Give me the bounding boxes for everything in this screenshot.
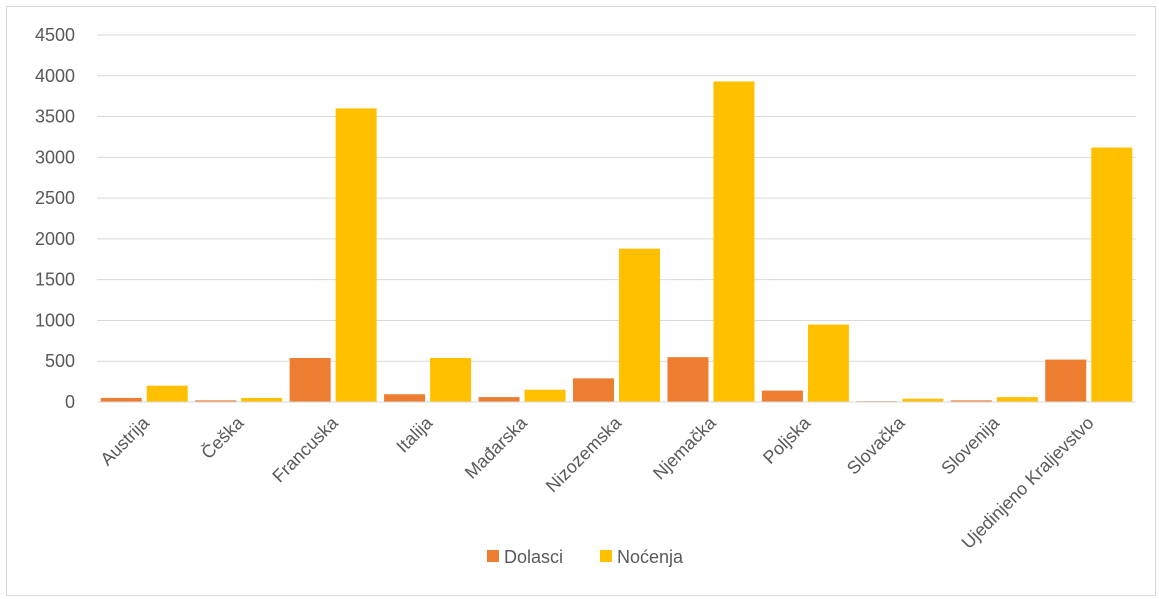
bar-noenja-10	[1091, 147, 1133, 402]
bar-noenja-9	[996, 397, 1038, 402]
x-tick-label: Češka	[197, 411, 249, 463]
bar-dolasci-5	[573, 378, 614, 402]
x-tick-label: Poljska	[759, 412, 815, 468]
bar-dolasci-1	[195, 400, 237, 402]
chart-area	[6, 6, 1156, 596]
x-tick-label: Njemačka	[649, 412, 720, 483]
bar-dolasci-10	[1045, 359, 1087, 402]
y-tick-label: 1500	[35, 270, 75, 290]
bar-dolasci-9	[950, 400, 992, 402]
y-tick-label: 2000	[35, 229, 75, 249]
bar-noenja-1	[241, 397, 283, 402]
bar-noenja-6	[713, 81, 755, 402]
bar-dolasci-0	[100, 397, 142, 402]
x-tick-label: Mađarska	[461, 412, 532, 483]
x-tick-label: Slovenija	[937, 412, 1003, 478]
y-tick-label: 3000	[35, 147, 75, 167]
legend-swatch-noenja	[600, 550, 612, 562]
x-tick-label: Slovačka	[843, 412, 909, 478]
legend-label: Noćenja	[617, 547, 684, 567]
legend: Dolasci Noćenja	[487, 547, 684, 567]
bar-noenja-8	[902, 398, 944, 402]
bar-dolasci-3	[384, 394, 426, 402]
x-axis-tick-labels: Austrija Češka Francuska Italija Mađarska Niz…	[96, 411, 1097, 552]
x-tick-label: Austrija	[96, 412, 153, 469]
bar-noenja-4	[524, 389, 566, 402]
x-tick-label: Italija	[393, 412, 438, 457]
x-tick-label: Nizozemska	[542, 412, 626, 496]
bar-noenja-5	[619, 248, 660, 402]
y-tick-label: 1000	[35, 310, 75, 330]
bar-dolasci-7	[761, 390, 803, 402]
y-tick-label: 500	[45, 351, 75, 371]
legend-swatch-dolasci	[487, 550, 499, 562]
y-tick-label: 3500	[35, 107, 75, 127]
bar-noenja-3	[430, 357, 472, 402]
y-tick-label: 0	[65, 392, 75, 412]
bars	[100, 81, 1133, 403]
y-axis-tick-labels: 0 500 1000 1500 2000 2500 3000 3500 4000 4500	[35, 25, 75, 412]
y-tick-label: 4000	[35, 66, 75, 86]
y-tick-label: 4500	[35, 25, 75, 45]
bar-noenja-7	[807, 324, 849, 402]
y-tick-label: 2500	[35, 188, 75, 208]
bar-noenja-2	[335, 108, 377, 403]
bar-dolasci-2	[289, 357, 331, 402]
x-tick-label: Francuska	[268, 412, 342, 486]
gridlines	[97, 34, 1136, 362]
bar-noenja-0	[146, 385, 188, 402]
bar-dolasci-6	[667, 357, 709, 402]
bar-dolasci-4	[478, 397, 520, 402]
legend-label: Dolasci	[504, 547, 563, 567]
